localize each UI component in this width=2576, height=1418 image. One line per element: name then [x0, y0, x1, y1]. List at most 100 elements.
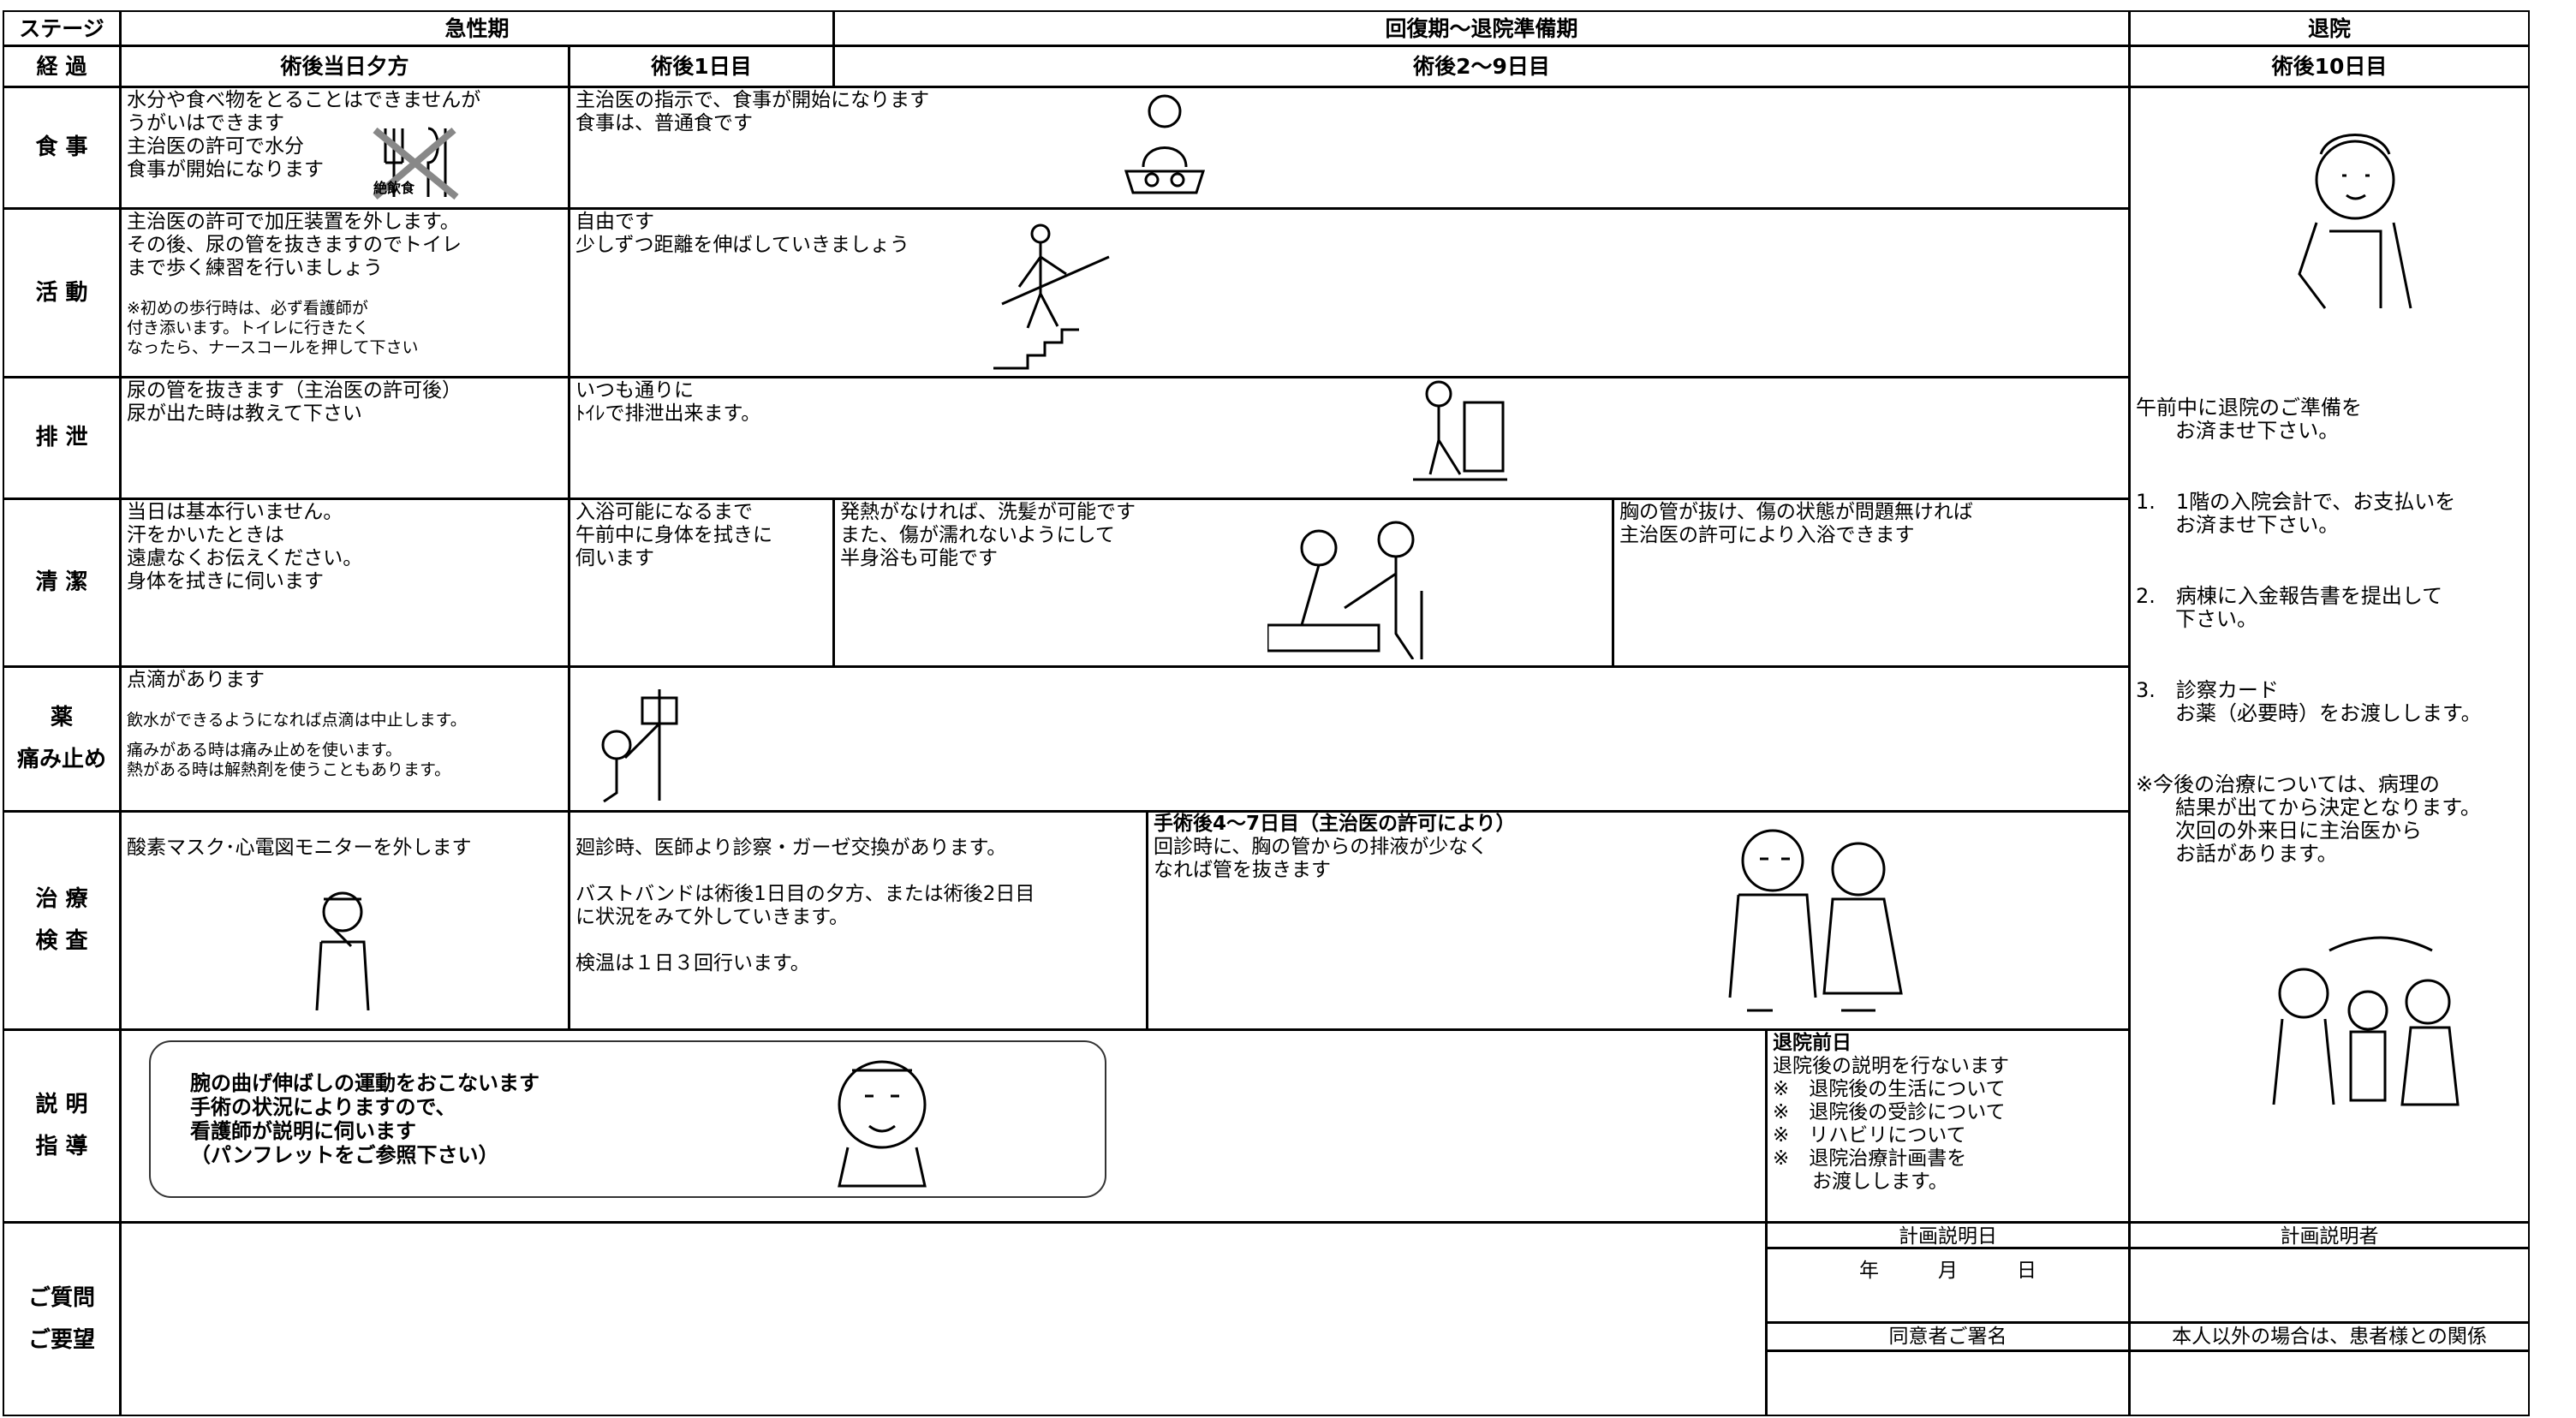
- cell: 酸素マスク･心電図モニターを外します: [120, 811, 569, 1030]
- text-line: ※今後の治療については、病理の: [2136, 772, 2440, 796]
- text-line: 身体を拭きに伺います: [127, 570, 324, 593]
- note: ※初めの歩行時は、必ず看護師が 付き添います。トイレに行きたく なったら、ナースコー…: [127, 299, 563, 358]
- row-label-line: 清 潔: [35, 569, 88, 595]
- text-line: 3. 診察カード: [2136, 678, 2279, 702]
- cell: 自由です 少しずつ距離を伸ばしていきましょう: [569, 208, 2130, 378]
- text-line: ※ 退院治療計画書を: [1773, 1147, 1967, 1170]
- paragraph: バストバンドは術後1日目の夕方、または術後2日目 に状況をみて外していきます。: [575, 883, 1141, 929]
- explain-box: 腕の曲げ伸ばしの運動をおこないます 手術の状況によりますので、 看護師が説明に伺いま…: [149, 1040, 1106, 1198]
- text-line: 尿が出た時は教えて下さい: [127, 402, 362, 425]
- text-line: お済ませ下さい。: [2175, 513, 2340, 537]
- row-label-line: ご質問: [27, 1284, 95, 1311]
- row-label-line: 食 事: [35, 134, 88, 160]
- paragraph: 入浴可能になるまで 午前中に身体を拭きに 伺います: [575, 501, 827, 570]
- paragraph: いつも通りに ﾄｲﾚで排泄出来ます。: [575, 379, 2123, 426]
- paragraph: 3. 診察カード お薬（必要時）をお渡しします。: [2136, 679, 2523, 725]
- text-line: ※ 退院後の受診について: [1773, 1101, 2006, 1123]
- note: 飲水ができるようになれば点滴は中止します。: [127, 711, 563, 730]
- text-line: 腕の曲げ伸ばしの運動をおこないます: [190, 1071, 540, 1095]
- text-line: また、傷が濡れないようにして: [840, 524, 1115, 546]
- text-line: 主治医の許可で水分: [127, 135, 304, 158]
- bath-illustration: [1267, 521, 1423, 659]
- stage: 退院: [2129, 10, 2530, 46]
- stage-label: ステージ: [3, 10, 121, 46]
- signature-header: 同意者ご署名: [1766, 1322, 2130, 1351]
- cell: [120, 1222, 1767, 1416]
- period: 術後1日目: [569, 45, 834, 87]
- text-line: 主治医の指示で、食事が開始になります: [575, 89, 930, 111]
- paragraph: 自由です 少しずつ距離を伸ばしていきましょう: [575, 211, 2123, 257]
- text-line: お話があります。: [2175, 842, 2338, 866]
- signature-header: 計画説明者: [2129, 1222, 2530, 1248]
- paragraph: 水分や食べ物をとることはできませんが うがいはできます 主治医の許可で水分 食事が開始…: [127, 89, 563, 182]
- row-label-line: 活 動: [35, 279, 88, 306]
- cell: 退院前日 退院後の説明を行ないます ※ 退院後の生活について ※ 退院後の受診について…: [1766, 1029, 2130, 1223]
- period: 術後2～9日目: [833, 45, 2130, 87]
- row-label-line: 痛み止め: [16, 747, 106, 772]
- text-line: 看護師が説明に伺います: [190, 1119, 416, 1143]
- row-label-line: 排 泄: [35, 425, 88, 450]
- date-field: 年 月 日: [1766, 1248, 2130, 1323]
- cell: いつも通りに ﾄｲﾚで排泄出来ます。: [569, 377, 2130, 499]
- cell: 主治医の指示で、食事が開始になります 食事は、普通食です: [569, 86, 2130, 209]
- paragraph: 胸の管が抜け、傷の状態が問題無ければ 主治医の許可により入浴できます: [1619, 501, 2123, 547]
- icon-label: 絶飲食: [373, 180, 415, 196]
- text-line: ﾄｲﾚで排泄出来ます。: [575, 402, 761, 425]
- paragraph: 回診時に、胸の管からの排液が少なく なれば管を抜きます: [1154, 836, 2123, 882]
- text-line: 汗をかいたときは: [127, 524, 284, 546]
- row-label: 薬痛み止め: [3, 666, 121, 812]
- paragraph: 主治医の許可で加圧装置を外します。 その後、尿の管を抜きますのでトイレ まで歩く練習…: [127, 211, 563, 280]
- paragraph: 2. 病棟に入金報告書を提出して 下さい。: [2136, 585, 2523, 631]
- paragraph: 1. 1階の入院会計で、お支払いを お済ませ下さい。: [2136, 491, 2523, 537]
- text-line: ※ 退院後の生活について: [1773, 1078, 2006, 1100]
- stage: 急性期: [120, 10, 834, 46]
- doctor-nurse-illustration: [1728, 829, 1903, 1012]
- paragraph: 午前中に退院のご準備を お済ませ下さい。: [2136, 396, 2523, 443]
- text-line: 付き添います。トイレに行きたく: [127, 319, 370, 337]
- cell: 水分や食べ物をとることはできませんが うがいはできます 主治医の許可で水分 食事が開始…: [120, 86, 569, 209]
- text-line: に状況をみて外していきます。: [575, 906, 850, 928]
- text-line: 半身浴も可能です: [840, 547, 998, 569]
- row-label-line: 治 療: [35, 886, 88, 912]
- row-label: 清 潔: [3, 498, 121, 667]
- text-line: 廻診時、医師より診察・ガーゼ交換があります。: [575, 837, 1007, 859]
- text-line: 飲水ができるようになれば点滴は中止します。: [127, 711, 467, 730]
- signature-header: 本人以外の場合は、患者様との関係: [2129, 1322, 2530, 1351]
- text-line: 2. 病棟に入金報告書を提出して: [2136, 584, 2443, 608]
- text-line: バストバンドは術後1日目の夕方、または術後2日目: [575, 883, 1035, 905]
- relation-field: [2129, 1350, 2530, 1416]
- paragraph: ※今後の治療については、病理の 結果が出てから決定となります。 次回の外来日に主治医…: [2136, 773, 2523, 866]
- drip-illustration: [601, 689, 678, 803]
- text-line: 少しずつ距離を伸ばしていきましょう: [575, 234, 909, 256]
- text-line: 痛みがある時は痛み止めを使います。: [127, 741, 402, 760]
- cell: 胸の管が抜け、傷の状態が問題無ければ 主治医の許可により入浴できます: [1613, 498, 2130, 667]
- paragraph: 尿の管を抜きます（主治医の許可後） 尿が出た時は教えて下さい: [127, 379, 563, 426]
- cell: 主治医の許可で加圧装置を外します。 その後、尿の管を抜きますのでトイレ まで歩く練習…: [120, 208, 569, 378]
- walking-illustration: [993, 223, 1110, 370]
- text-line: 主治医の許可により入浴できます: [1619, 524, 1915, 546]
- cell: 発熱がなければ、洗髪が可能です また、傷が濡れないようにして 半身浴も可能です: [833, 498, 1613, 667]
- text-line: 1. 1階の入院会計で、お支払いを: [2136, 490, 2456, 514]
- text-line: 点滴があります: [127, 669, 265, 691]
- paragraph: 退院後の説明を行ないます ※ 退院後の生活について ※ 退院後の受診について ※ リハ…: [1773, 1055, 2123, 1194]
- note: 痛みがある時は痛み止めを使います。 熱がある時は解熱剤を使うこともあります。: [127, 741, 563, 780]
- row-label-line: 検 査: [35, 928, 88, 954]
- row-label: 食 事: [3, 86, 121, 209]
- text-line: （パンフレットをご参照下さい）: [190, 1143, 499, 1167]
- text-line: 検温は１日３回行います。: [575, 952, 810, 974]
- row-label: 排 泄: [3, 377, 121, 499]
- row-label: ご質問 ご要望: [3, 1222, 121, 1416]
- notes: ※初めの歩行時は、必ず看護師が 付き添います。トイレに行きたく なったら、ナースコー…: [127, 299, 563, 358]
- text-line: 食事が開始になります: [127, 158, 324, 181]
- row-label: 説 明指 導: [3, 1029, 121, 1223]
- stage: 回復期～退院準備期: [833, 10, 2130, 46]
- paragraph: 廻診時、医師より診察・ガーゼ交換があります。: [575, 837, 1141, 860]
- text-line: 入浴可能になるまで: [575, 501, 753, 523]
- nurse-phone-illustration: [315, 891, 370, 1010]
- family-illustration: [2272, 936, 2460, 1106]
- paragraph: 検温は１日３回行います。: [575, 952, 1141, 975]
- text-line: 食事は、普通食です: [575, 112, 753, 134]
- discharge-cell: 午前中に退院のご準備を お済ませ下さい。 1. 1階の入院会計で、お支払いを お済ませ…: [2129, 86, 2530, 1223]
- row-label-line: 説 明: [35, 1092, 88, 1117]
